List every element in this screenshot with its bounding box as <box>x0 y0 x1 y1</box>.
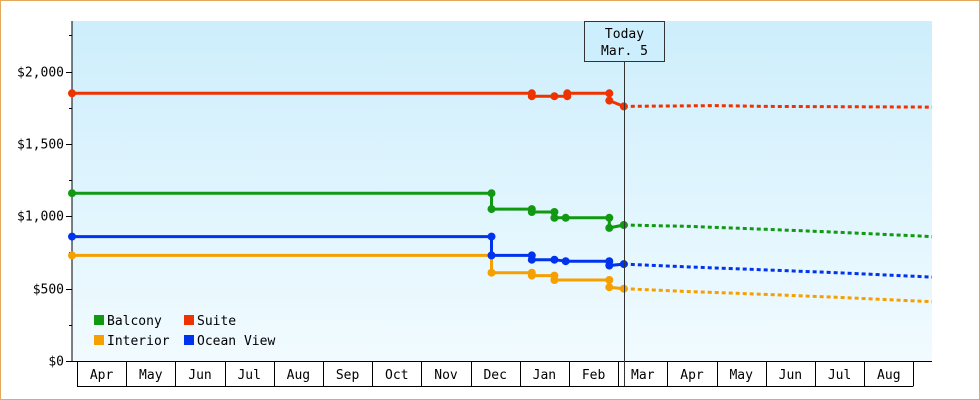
legend-swatch <box>94 335 104 345</box>
series-point <box>68 89 76 98</box>
series-forecast-line <box>623 223 933 239</box>
series-point <box>550 255 559 264</box>
series-point <box>605 213 614 222</box>
series-forecast-line <box>623 262 933 279</box>
axis-layer: $0 $500 $1,000 $1,500 $2,000 Apr May Jun Jul Aug S… <box>17 21 932 387</box>
x-month-label: Nov <box>434 368 458 383</box>
series-point <box>605 89 614 98</box>
plot-area <box>72 21 932 361</box>
legend-label: Ocean View <box>197 334 275 349</box>
series-point <box>605 223 614 232</box>
x-month-label: Aug <box>287 368 310 383</box>
series-point <box>487 205 496 214</box>
x-month-label: Sep <box>336 368 360 383</box>
x-month-label: Feb <box>582 368 606 383</box>
series-point <box>561 213 570 222</box>
legend-item: Interior <box>94 334 170 349</box>
series-point <box>619 284 628 293</box>
legend: Balcony Suite Interior Ocean View <box>94 314 275 349</box>
today-box <box>584 21 665 62</box>
series-suite <box>68 89 933 111</box>
series-point <box>550 276 559 284</box>
series-point <box>605 261 614 270</box>
legend-item: Ocean View <box>184 334 275 349</box>
today-date: Mar. 5 <box>601 44 648 59</box>
series-point <box>563 89 572 98</box>
legend-item: Balcony <box>94 314 162 329</box>
series-forecast-line <box>623 287 933 304</box>
series-point <box>527 92 536 101</box>
series-interior <box>68 251 933 304</box>
x-month-label: Oct <box>385 368 408 383</box>
series-point <box>487 232 496 241</box>
series-ocean-view <box>68 232 933 279</box>
series-point <box>550 92 559 101</box>
series-point <box>550 213 559 222</box>
y-tick-label: $0 <box>48 355 64 370</box>
x-month-label: Jun <box>188 368 211 383</box>
series-point <box>68 232 76 241</box>
series-point <box>487 251 496 260</box>
x-month-label: Jul <box>828 368 851 383</box>
x-month-label: Jun <box>779 368 802 383</box>
series-point <box>619 102 628 111</box>
legend-swatch <box>184 315 194 325</box>
legend-label: Balcony <box>107 314 162 329</box>
legend-item: Suite <box>184 314 236 329</box>
series-point <box>561 257 570 266</box>
series-point <box>527 271 536 280</box>
x-month-label: Mar <box>631 368 655 383</box>
series-forecast-line <box>623 104 933 109</box>
series-point <box>487 268 496 277</box>
legend-swatch <box>94 315 104 325</box>
x-month-label: Jul <box>237 368 260 383</box>
series-point <box>68 189 76 198</box>
series-point <box>605 96 614 105</box>
legend-swatch <box>184 335 194 345</box>
x-month-label: Apr <box>680 368 704 383</box>
series-point <box>619 260 628 269</box>
series-point <box>550 208 559 216</box>
series-point <box>605 276 614 284</box>
x-month-label: May <box>139 368 163 383</box>
y-tick-label: $1,500 <box>17 138 64 153</box>
today-label: Today <box>605 27 644 42</box>
x-month-label: May <box>729 368 753 383</box>
series-point <box>527 255 536 264</box>
x-month-label: Apr <box>90 368 114 383</box>
y-tick-label: $500 <box>33 283 64 298</box>
x-month-label: Jan <box>533 368 556 383</box>
y-tick-label: $2,000 <box>17 66 64 81</box>
x-month-label: Dec <box>483 368 506 383</box>
y-tick-label: $1,000 <box>17 210 64 225</box>
series-point <box>487 189 496 198</box>
legend-label: Interior <box>107 334 170 349</box>
series-balcony <box>68 189 933 239</box>
legend-label: Suite <box>197 314 236 329</box>
series-point <box>68 251 76 260</box>
today-marker: Today Mar. 5 <box>584 21 665 386</box>
x-month-label: Aug <box>877 368 900 383</box>
series-point <box>605 283 614 292</box>
series-layer <box>68 89 933 304</box>
series-point <box>619 221 628 229</box>
series-point <box>527 208 536 216</box>
